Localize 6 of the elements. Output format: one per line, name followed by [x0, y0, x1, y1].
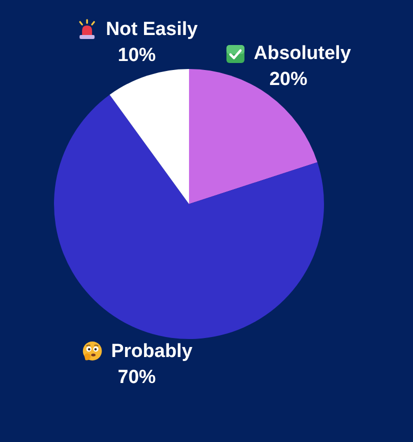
slice-label: Absolutely [254, 42, 351, 66]
data-label: 70% [118, 366, 156, 388]
data-label: 20% [269, 69, 308, 90]
slice-label: Probably [111, 340, 192, 364]
slice-label: Not Easily [106, 18, 198, 42]
data-label: 10% [118, 45, 156, 66]
